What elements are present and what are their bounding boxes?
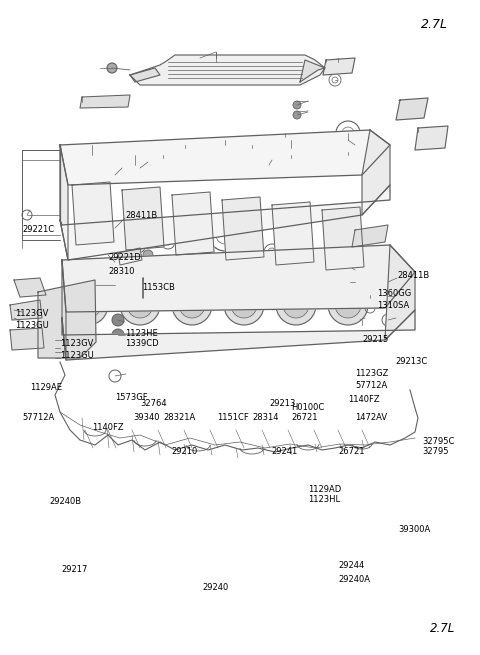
Text: 29210: 29210: [172, 447, 198, 457]
Circle shape: [75, 292, 101, 318]
Polygon shape: [62, 245, 415, 312]
Text: 32764: 32764: [140, 400, 167, 409]
Text: 57712A: 57712A: [22, 413, 54, 422]
Circle shape: [224, 285, 264, 325]
Text: 1123GZ: 1123GZ: [355, 369, 388, 379]
Text: 2.7L: 2.7L: [421, 18, 448, 31]
Circle shape: [335, 292, 361, 318]
Text: 1123GU: 1123GU: [15, 320, 49, 329]
Text: 29221D: 29221D: [108, 253, 141, 263]
Polygon shape: [272, 202, 314, 265]
Circle shape: [276, 285, 316, 325]
Bar: [285, 240, 307, 252]
Text: 1123GU: 1123GU: [60, 350, 94, 360]
Polygon shape: [122, 187, 164, 250]
Polygon shape: [396, 98, 428, 120]
Text: 2.7L: 2.7L: [430, 622, 455, 635]
Circle shape: [120, 285, 160, 325]
Circle shape: [68, 285, 108, 325]
Polygon shape: [14, 278, 46, 297]
Text: 29240: 29240: [203, 582, 229, 591]
Text: H0100C: H0100C: [291, 403, 324, 411]
Circle shape: [179, 292, 205, 318]
Text: 1310SA: 1310SA: [377, 301, 409, 310]
Polygon shape: [10, 328, 44, 350]
Polygon shape: [130, 55, 325, 85]
Bar: [72, 268, 140, 310]
Text: 26721: 26721: [291, 413, 317, 422]
Text: 26721: 26721: [339, 447, 365, 457]
Text: 1360GG: 1360GG: [377, 288, 411, 297]
Text: 28411B: 28411B: [397, 271, 429, 280]
Text: 1472AV: 1472AV: [355, 413, 387, 422]
Text: 29213: 29213: [269, 400, 295, 409]
Text: 1140FZ: 1140FZ: [348, 396, 380, 405]
Text: 29240A: 29240A: [338, 574, 370, 584]
Circle shape: [143, 250, 153, 260]
Text: 1339CD: 1339CD: [125, 339, 158, 348]
Text: 29244: 29244: [338, 561, 364, 571]
Circle shape: [293, 101, 301, 109]
Circle shape: [112, 329, 124, 341]
Polygon shape: [415, 126, 448, 150]
Text: 1151CF: 1151CF: [217, 413, 249, 422]
Text: 1123HL: 1123HL: [308, 495, 340, 504]
Text: 39300A: 39300A: [398, 525, 430, 534]
Text: 28411B: 28411B: [125, 210, 157, 219]
Circle shape: [283, 292, 309, 318]
Polygon shape: [60, 185, 390, 260]
Polygon shape: [60, 145, 68, 260]
Text: 1123GV: 1123GV: [15, 310, 48, 318]
Polygon shape: [38, 280, 96, 358]
Polygon shape: [362, 130, 390, 215]
Text: 29240B: 29240B: [50, 498, 82, 506]
Text: 28314: 28314: [252, 413, 278, 422]
Polygon shape: [323, 58, 355, 75]
Polygon shape: [322, 207, 364, 270]
Circle shape: [293, 111, 301, 119]
Circle shape: [127, 292, 153, 318]
Polygon shape: [80, 95, 130, 108]
Polygon shape: [352, 225, 388, 247]
Text: 29241: 29241: [272, 447, 298, 457]
Text: 29217: 29217: [61, 565, 88, 574]
Text: 28321A: 28321A: [163, 413, 195, 422]
Text: 29215: 29215: [362, 335, 388, 345]
Polygon shape: [385, 245, 415, 340]
Circle shape: [231, 292, 257, 318]
Text: 28310: 28310: [108, 267, 134, 276]
Text: 39340: 39340: [133, 413, 159, 422]
Text: 57712A: 57712A: [355, 381, 387, 390]
Polygon shape: [62, 260, 66, 360]
Text: 1573GF: 1573GF: [115, 392, 148, 402]
Polygon shape: [130, 68, 160, 82]
Text: 1140FZ: 1140FZ: [92, 422, 124, 432]
Text: 1153CB: 1153CB: [142, 284, 175, 293]
Circle shape: [107, 63, 117, 73]
Polygon shape: [10, 300, 42, 320]
Polygon shape: [72, 182, 114, 245]
Polygon shape: [60, 130, 390, 185]
Polygon shape: [62, 310, 415, 360]
Text: 1129AD: 1129AD: [308, 485, 341, 493]
Polygon shape: [118, 248, 142, 265]
Text: 29221C: 29221C: [22, 225, 54, 234]
Polygon shape: [300, 60, 325, 82]
Circle shape: [328, 285, 368, 325]
Text: 1129AE: 1129AE: [30, 383, 62, 392]
Circle shape: [112, 314, 124, 326]
Text: 1123HE: 1123HE: [125, 329, 158, 337]
Text: 32795: 32795: [422, 447, 448, 457]
Polygon shape: [172, 192, 214, 255]
Text: 1123GV: 1123GV: [60, 339, 94, 348]
Circle shape: [172, 285, 212, 325]
Text: 32795C: 32795C: [422, 436, 455, 445]
Polygon shape: [222, 197, 264, 260]
Text: 29213C: 29213C: [395, 358, 427, 367]
